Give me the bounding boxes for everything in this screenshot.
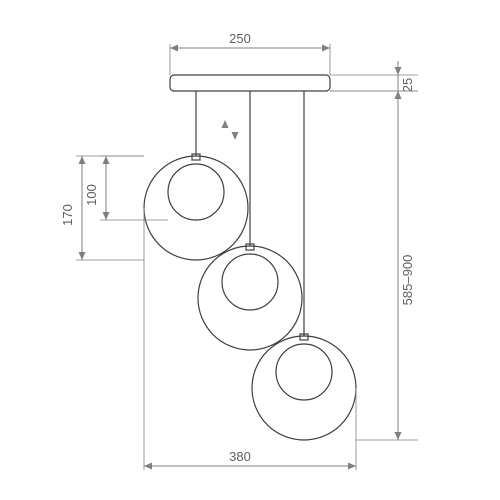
dim-sphere-diameter: 170: [60, 204, 75, 226]
inner-sphere: [168, 164, 224, 220]
dim-plate-height: 25: [400, 78, 415, 92]
inner-sphere: [276, 344, 332, 400]
dim-height-range: 585–900: [400, 255, 415, 306]
inner-sphere: [222, 254, 278, 310]
dim-inner-offset: 100: [84, 184, 99, 206]
outer-sphere: [144, 156, 248, 260]
dim-plate-width: 250: [229, 31, 251, 46]
ceiling-plate: [170, 75, 330, 91]
outer-sphere: [252, 336, 356, 440]
technical-drawing-svg: 250 25 585–900 100 170 380: [0, 0, 500, 500]
dim-total-width: 380: [229, 449, 251, 464]
outer-sphere: [198, 246, 302, 350]
